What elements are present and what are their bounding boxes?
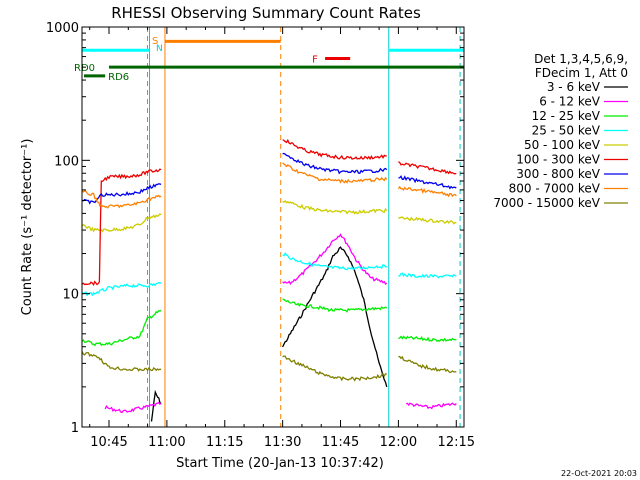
series-line-3-6-kev — [282, 246, 388, 388]
series-line-300-800-kev — [398, 175, 457, 190]
series-line-800-7000-kev — [81, 190, 162, 209]
series-line-12-25-kev — [398, 335, 457, 343]
series-lines — [81, 138, 457, 422]
flare-flag-label: F — [312, 55, 318, 66]
series-line-6-12-kev — [405, 402, 457, 410]
series-line-25-50-kev — [81, 282, 162, 297]
night-flag-label: N — [156, 44, 163, 54]
chart-title: RHESSI Observing Summary Count Rates — [111, 4, 421, 22]
y-axis: 1 10 100 1000 — [46, 21, 464, 436]
legend-label-300-800-kev: 300 - 800 keV — [516, 167, 600, 181]
legend-header-line-1: Det 1,3,4,5,6,9, — [534, 52, 628, 66]
legend-label-7000-15000-kev: 7000 - 15000 keV — [493, 196, 600, 210]
series-line-12-25-kev — [282, 298, 388, 313]
series-line-50-100-kev — [398, 216, 457, 225]
x-axis: 10:45 11:00 11:15 11:30 11:45 12:00 12:15 — [89, 27, 475, 450]
decimation-label-rd0: RD0 — [74, 63, 95, 74]
series-line-50-100-kev — [81, 212, 162, 233]
x-axis-label: Start Time (20-Jan-13 10:37:42) — [176, 456, 384, 471]
series-line-3-6-kev — [150, 389, 162, 422]
legend-label-800-7000-kev: 800 - 7000 keV — [509, 182, 601, 196]
y-tick-label: 1000 — [46, 21, 79, 36]
x-tick-label: 11:00 — [148, 435, 185, 450]
series-line-100-300-kev — [282, 138, 387, 161]
x-tick-label: 12:00 — [380, 435, 417, 450]
plot-frame — [81, 26, 465, 428]
generation-timestamp: 22-Oct-2021 20:03 — [561, 469, 637, 478]
series-line-12-25-kev — [81, 309, 162, 347]
series-line-100-300-kev — [398, 161, 457, 175]
series-line-6-12-kev — [282, 233, 388, 286]
series-line-800-7000-kev — [397, 185, 457, 198]
legend: Det 1,3,4,5,6,9, FDecim 1, Att 0 3 - 6 k… — [493, 52, 628, 210]
series-line-6-12-kev — [104, 401, 162, 414]
series-line-7000-15000-kev — [81, 351, 162, 372]
series-line-50-100-kev — [282, 200, 388, 215]
x-tick-label: 11:30 — [264, 435, 301, 450]
legend-label-6-12-kev: 6 - 12 keV — [539, 95, 601, 109]
marker-lines — [147, 27, 461, 427]
legend-label-100-300-kev: 100 - 300 keV — [516, 153, 600, 167]
saa-flag-label: S — [152, 36, 158, 47]
series-line-25-50-kev — [398, 272, 457, 279]
x-tick-label: 10:45 — [90, 435, 127, 450]
legend-label-12-25-kev: 12 - 25 keV — [532, 109, 601, 123]
state-annotations: RD0 RD6 SN F — [74, 36, 464, 83]
legend-header-line-2: FDecim 1, Att 0 — [535, 66, 628, 80]
legend-label-3-6-kev: 3 - 6 keV — [547, 80, 601, 94]
legend-label-25-50-kev: 25 - 50 keV — [532, 124, 601, 138]
legend-label-50-100-kev: 50 - 100 keV — [524, 138, 601, 152]
y-axis-label: Count Rate (s⁻¹ detector⁻¹) — [20, 139, 35, 316]
x-tick-label: 12:15 — [438, 435, 475, 450]
y-tick-label: 10 — [62, 288, 79, 303]
series-line-300-800-kev — [282, 152, 388, 175]
x-tick-label: 11:15 — [206, 435, 243, 450]
y-tick-label: 1 — [71, 421, 79, 436]
series-line-7000-15000-kev — [398, 355, 457, 374]
y-tick-label: 100 — [54, 154, 79, 169]
series-line-300-800-kev — [81, 183, 162, 205]
decimation-label-rd6: RD6 — [108, 72, 129, 83]
series-line-25-50-kev — [282, 252, 387, 271]
x-tick-label: 11:45 — [322, 435, 359, 450]
series-line-7000-15000-kev — [282, 355, 387, 382]
series-line-100-300-kev — [81, 168, 162, 287]
series-line-800-7000-kev — [282, 162, 388, 184]
